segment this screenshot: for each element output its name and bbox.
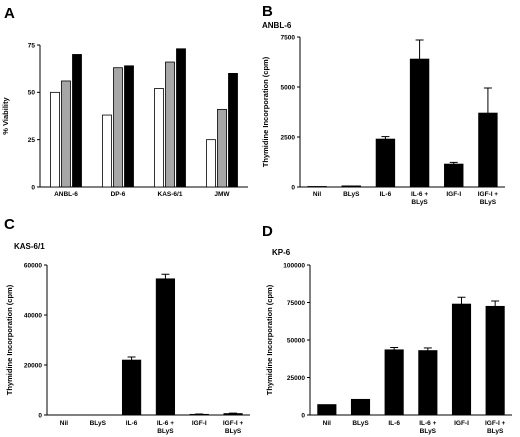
bar-a-0-0 xyxy=(50,91,60,188)
bar-a-2-3 xyxy=(228,73,238,188)
category-label-b: IL-6 + xyxy=(411,191,428,198)
panel-subtitle-c: KAS-6/1 xyxy=(14,242,45,251)
category-label-d: BLyS xyxy=(487,428,504,435)
panel-subtitle-b: ANBL-6 xyxy=(262,21,292,30)
bar-d-2 xyxy=(384,349,404,416)
y-tick-label-b: 7500 xyxy=(281,34,296,41)
bar-d-4 xyxy=(451,303,472,416)
bar-a-0-1 xyxy=(102,114,112,188)
y-tick-label-b: 0 xyxy=(291,184,295,191)
y-axis-label-a: % Viability xyxy=(1,96,10,134)
category-label-b: BLyS xyxy=(343,191,360,198)
bar-a-2-0 xyxy=(72,54,82,188)
category-label-a: DP-6 xyxy=(111,191,126,198)
bar-a-1-3 xyxy=(217,108,227,188)
bar-b-2 xyxy=(375,138,396,188)
bar-b-0 xyxy=(307,186,327,188)
y-tick-label-d: 100000 xyxy=(283,262,305,269)
y-axis-label-c: Thymidine Incorporation (cpm) xyxy=(5,284,14,395)
bar-a-2-2 xyxy=(176,48,186,188)
category-label-d: BLyS xyxy=(352,420,369,427)
category-label-a: JMW xyxy=(214,191,230,198)
y-tick-label-d: 75000 xyxy=(287,300,305,307)
panel-letter-c: C xyxy=(4,216,15,233)
bar-b-1 xyxy=(341,185,361,188)
y-tick-label-a: 0 xyxy=(31,184,35,191)
category-label-b: IGF-I xyxy=(446,191,461,198)
bar-d-3 xyxy=(418,350,438,416)
y-tick-label-d: 0 xyxy=(301,412,305,419)
category-label-a: KAS-6/1 xyxy=(158,191,183,198)
chart-d: 0 25000 50000 75000 100000 Thymidine Incorpor… xyxy=(265,262,512,435)
bar-a-0-3 xyxy=(206,139,216,188)
category-label-d: IGF-I xyxy=(454,420,469,427)
chart-b: 0 2500 5000 7500 Thymidine Incorporation (cp… xyxy=(261,34,505,206)
panel-letter-b: B xyxy=(262,3,273,20)
bar-a-1-0 xyxy=(61,80,71,188)
y-tick-label-a: 50 xyxy=(28,90,36,97)
y-tick-label-a: 75 xyxy=(28,42,36,49)
bar-b-3 xyxy=(409,58,430,188)
y-tick-label-c: 20000 xyxy=(24,362,42,369)
y-tick-label-a: 25 xyxy=(28,137,36,144)
category-label-b: BLyS xyxy=(411,199,428,206)
y-tick-label-b: 2500 xyxy=(281,134,296,141)
category-label-a: ANBL-6 xyxy=(54,191,78,198)
category-label-b: IGF-I + xyxy=(478,191,499,198)
bar-b-5 xyxy=(478,112,498,188)
category-label-c: IL-6 xyxy=(126,420,138,427)
category-label-b: IL-6 xyxy=(380,191,392,198)
category-label-d: IL-6 xyxy=(388,420,400,427)
category-label-c: IL-6 + xyxy=(157,420,174,427)
bar-b-4 xyxy=(444,163,464,188)
bar-c-2 xyxy=(121,359,142,416)
category-label-d: BLyS xyxy=(420,428,437,435)
panel-letter-d: D xyxy=(262,223,273,240)
y-axis-label-d: Thymidine Incorporation (cpm) xyxy=(265,284,274,395)
bar-a-1-1 xyxy=(113,67,123,188)
y-tick-label-c: 0 xyxy=(38,412,42,419)
bar-d-1 xyxy=(350,398,371,416)
category-label-c: BLyS xyxy=(90,420,107,427)
chart-a: 0 25 50 75 % Viability ANBL-6 DP-6 KAS-6/1 JMW xyxy=(1,42,248,198)
chart-c: 0 20000 40000 60000 Thymidine Incorporation … xyxy=(5,262,250,435)
bar-d-5 xyxy=(485,305,505,416)
y-tick-label-d: 25000 xyxy=(287,375,305,382)
bar-a-0-2 xyxy=(154,88,164,188)
category-label-c: IGF-I + xyxy=(223,420,244,427)
panel-letter-a: A xyxy=(4,5,15,22)
category-label-c: IGF-I xyxy=(192,420,207,427)
y-tick-label-c: 40000 xyxy=(24,312,42,319)
bar-d-0 xyxy=(317,404,337,416)
y-tick-label-d: 50000 xyxy=(287,337,305,344)
bar-a-2-1 xyxy=(124,65,134,188)
category-label-d: IL-6 + xyxy=(419,420,436,427)
y-tick-label-c: 60000 xyxy=(24,262,42,269)
panel-subtitle-d: KP-6 xyxy=(272,248,291,257)
category-label-c: BLyS xyxy=(157,428,174,435)
category-label-d: Nil xyxy=(323,420,332,427)
bar-c-5 xyxy=(223,413,243,416)
y-tick-label-b: 5000 xyxy=(281,84,296,91)
y-axis-label-b: Thymidine Incorporation (cpm) xyxy=(261,56,270,167)
category-label-c: Nil xyxy=(60,420,69,427)
category-label-d: IGF-I + xyxy=(485,420,506,427)
bar-c-3 xyxy=(155,278,176,416)
bar-a-1-2 xyxy=(165,61,175,188)
category-label-b: BLyS xyxy=(480,199,497,206)
category-label-c: BLyS xyxy=(225,428,242,435)
category-label-b: Nil xyxy=(313,191,322,198)
